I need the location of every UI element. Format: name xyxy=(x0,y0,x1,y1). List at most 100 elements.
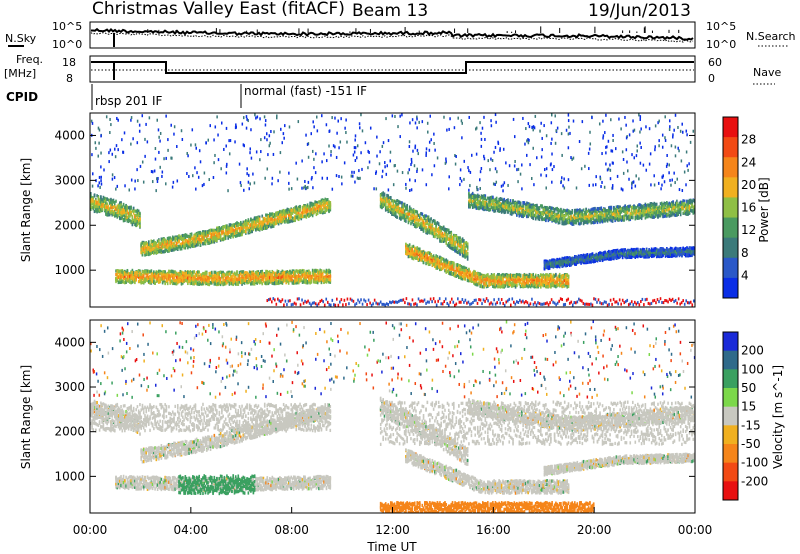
power-cell xyxy=(169,245,172,249)
power-cell xyxy=(304,208,306,212)
power-cell xyxy=(389,208,392,212)
power-cell xyxy=(437,231,440,235)
power-cell xyxy=(147,275,150,279)
power-cell xyxy=(389,205,392,209)
power-cell xyxy=(267,224,270,229)
power-cell xyxy=(238,227,241,231)
power-cell xyxy=(341,182,343,186)
power-cell xyxy=(90,195,92,199)
power-cell xyxy=(413,164,416,168)
power-cell xyxy=(315,204,318,208)
power-cell xyxy=(475,152,478,156)
power-cell xyxy=(262,226,265,230)
power-cell xyxy=(308,271,310,275)
power-cell xyxy=(193,243,195,247)
power-cell xyxy=(396,203,398,207)
power-cell xyxy=(208,282,211,287)
power-cell xyxy=(281,277,284,281)
power-cell xyxy=(284,271,286,275)
power-cell xyxy=(151,180,154,184)
power-cell xyxy=(320,198,323,202)
power-cell xyxy=(243,220,246,224)
power-cell xyxy=(309,277,311,281)
power-cell xyxy=(540,173,542,177)
power-cell xyxy=(239,229,242,233)
power-cell xyxy=(161,242,164,246)
power-cell xyxy=(440,233,442,237)
power-cell xyxy=(178,234,180,238)
power-cell xyxy=(203,280,206,284)
power-cell xyxy=(100,175,102,179)
power-cell xyxy=(101,198,103,202)
power-cell xyxy=(236,279,238,283)
power-cell xyxy=(238,233,241,237)
power-cell xyxy=(194,240,197,244)
power-cell xyxy=(256,278,258,283)
power-cell xyxy=(382,195,385,199)
cpid-label: CPID xyxy=(6,90,38,104)
power-cell xyxy=(670,144,673,148)
power-cell xyxy=(233,231,236,236)
power-cell xyxy=(280,280,282,285)
power-cell xyxy=(168,244,170,248)
power-cell xyxy=(173,132,175,136)
power-cell xyxy=(197,175,200,179)
power-cell xyxy=(295,205,298,209)
power-cell xyxy=(153,277,155,281)
power-cell xyxy=(315,152,317,156)
power-cell xyxy=(125,280,127,284)
power-cell xyxy=(245,221,247,226)
power-cell xyxy=(376,135,378,139)
power-cell xyxy=(239,222,242,227)
power-cell xyxy=(154,243,156,248)
power-cell xyxy=(401,201,403,205)
power-cell xyxy=(524,142,526,146)
power-cell xyxy=(328,275,330,280)
power-cell xyxy=(285,211,287,215)
power-cell xyxy=(277,212,280,216)
power-cell xyxy=(289,210,291,214)
noise-bottom-right: 10^0 xyxy=(706,38,736,51)
power-cell xyxy=(195,271,198,275)
power-cell xyxy=(679,129,682,133)
power-cell xyxy=(271,176,274,180)
power-cell xyxy=(166,236,169,241)
power-cell xyxy=(306,142,309,146)
power-cell xyxy=(156,273,159,277)
power-cell xyxy=(90,192,92,196)
power-cell xyxy=(305,269,308,274)
power-cell xyxy=(223,234,226,238)
power-cell xyxy=(401,208,403,212)
power-cell xyxy=(313,272,315,277)
power-cell xyxy=(356,176,359,180)
power-cell xyxy=(299,204,301,209)
power-cell xyxy=(666,153,668,157)
power-cell xyxy=(134,219,136,223)
power-cell xyxy=(402,213,405,217)
power-cell xyxy=(266,281,269,285)
power-cell xyxy=(111,202,114,206)
power-cell xyxy=(308,275,310,279)
power-cell xyxy=(134,274,136,278)
power-cell xyxy=(285,281,287,285)
power-cell xyxy=(134,271,136,275)
power-cell xyxy=(141,241,144,245)
power-cell xyxy=(100,202,102,207)
power-cell xyxy=(601,152,603,156)
power-cell xyxy=(145,241,148,245)
power-cell xyxy=(415,221,417,225)
power-cell xyxy=(227,272,229,277)
power-cell xyxy=(106,197,108,201)
power-cell xyxy=(100,200,102,204)
power-cell xyxy=(328,280,330,284)
power-cell xyxy=(153,247,155,251)
power-cell xyxy=(185,276,188,280)
power-cell xyxy=(186,172,188,176)
power-cell xyxy=(323,204,325,208)
power-cell xyxy=(441,231,444,236)
power-cell xyxy=(111,210,114,214)
power-cell xyxy=(180,129,183,133)
power-cell xyxy=(159,131,162,135)
power-cell xyxy=(253,272,256,276)
power-cell xyxy=(305,275,308,280)
